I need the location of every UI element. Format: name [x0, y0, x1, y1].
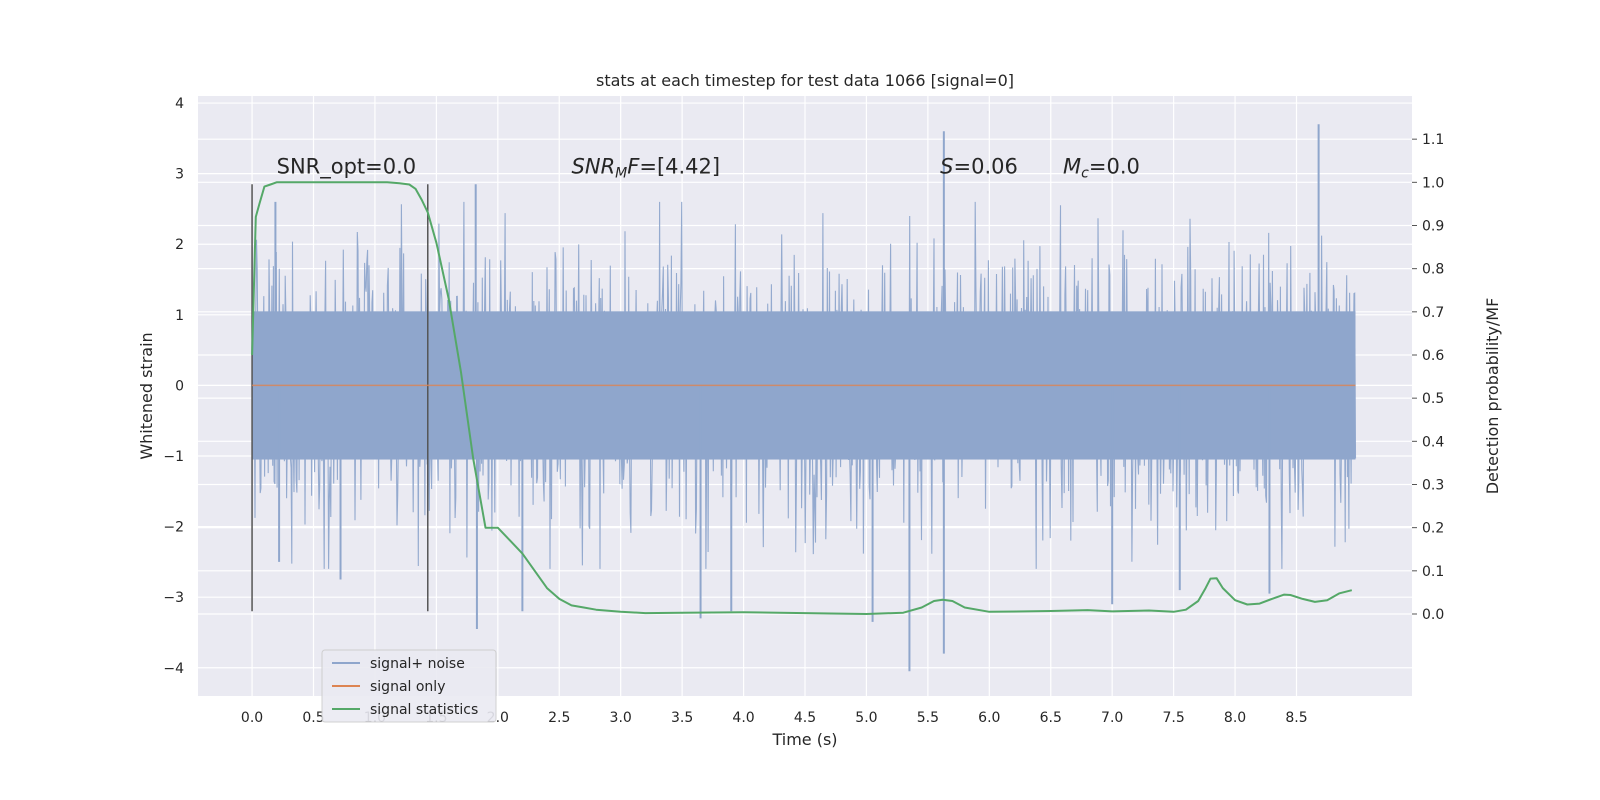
y2-tick-label: 0.5 — [1422, 391, 1444, 407]
annotation-part: M — [1063, 155, 1081, 179]
legend: signal+ noise signal only signal statist… — [321, 649, 497, 723]
y2-tick-label: 0.2 — [1422, 521, 1444, 537]
y-tick-label: −1 — [163, 449, 184, 465]
annotation-part: =0.06 — [954, 155, 1018, 179]
y-tick-label: 3 — [175, 167, 184, 183]
y2-tick-label: 0.4 — [1422, 434, 1444, 450]
y-tick-label: 0 — [175, 378, 184, 394]
y2-tick-label: 0.7 — [1422, 305, 1444, 321]
series-signal-statistics — [251, 181, 1353, 615]
x-tick-label: 3.5 — [671, 710, 693, 726]
line-series — [251, 181, 1356, 615]
y-tick-label: 2 — [175, 237, 184, 253]
x-tick-label: 7.5 — [1162, 710, 1184, 726]
annotation-part: F — [627, 155, 640, 179]
y-tick-label: 4 — [175, 96, 184, 112]
y-axis-label: Whitened strain — [137, 332, 156, 459]
y2-tick-label: 0.6 — [1422, 348, 1444, 364]
annotation-text: SNRMF=[4.42] — [572, 155, 721, 182]
y2-tick-label: 1.1 — [1422, 132, 1444, 148]
x-tick-label: 4.0 — [732, 710, 754, 726]
legend-label-signal-plus-noise: signal+ noise — [370, 656, 465, 672]
y2-tick-label: 0.3 — [1422, 477, 1444, 493]
x-tick-label: 4.5 — [794, 710, 816, 726]
annotation-text: S=0.06 — [940, 155, 1018, 179]
x-tick-label: 8.5 — [1285, 710, 1307, 726]
y2-axis-label: Detection probability/MF — [1483, 298, 1502, 495]
annotations: SNR_opt=0.0 SNRMF=[4.42] S=0.06 Mc=0.0 — [277, 155, 1140, 182]
y-tick-label: −3 — [163, 590, 184, 606]
annotation-part: S — [940, 155, 953, 179]
annotation-part: =0.0 — [1089, 155, 1140, 179]
x-tick-label: 7.0 — [1101, 710, 1123, 726]
x-tick-label: 0.0 — [241, 710, 263, 726]
x-tick-label: 6.0 — [978, 710, 1000, 726]
x-tick-label: 3.0 — [610, 710, 632, 726]
y2-tick-label: 0.9 — [1422, 218, 1444, 234]
x-tick-label: 0.5 — [302, 710, 324, 726]
legend-label-signal-only: signal only — [370, 679, 445, 695]
annotation-text: Mc=0.0 — [1063, 155, 1140, 182]
x-tick-label: 8.0 — [1224, 710, 1246, 726]
x-tick-label: 6.5 — [1040, 710, 1062, 726]
y2-tick-label: 0.1 — [1422, 564, 1444, 580]
y-tick-label: −2 — [163, 520, 184, 536]
x-tick-label: 5.0 — [855, 710, 877, 726]
y2-tick-label: 0.8 — [1422, 262, 1444, 278]
x-tick-label: 2.5 — [548, 710, 570, 726]
annotation-part: M — [615, 166, 627, 182]
annotation-text: SNR_opt=0.0 — [277, 155, 417, 180]
x-tick-label: 5.5 — [917, 710, 939, 726]
x-axis-label: Time (s) — [771, 730, 837, 749]
annotation-part: SNR_opt=0.0 — [277, 155, 417, 180]
y2-tick-label: 1.0 — [1422, 175, 1444, 191]
legend-label-signal-statistics: signal statistics — [370, 702, 478, 718]
annotation-part: SNR — [572, 155, 616, 179]
annotation-part: c — [1081, 166, 1089, 182]
legend-box — [321, 649, 497, 723]
y-tick-label: 1 — [175, 308, 184, 324]
y-tick-label: −4 — [163, 661, 184, 677]
annotation-part: =[4.42] — [639, 155, 720, 179]
chart-title: stats at each timestep for test data 106… — [596, 71, 1014, 90]
vertical-markers — [251, 184, 429, 612]
y2-tick-label: 0.0 — [1422, 607, 1444, 623]
